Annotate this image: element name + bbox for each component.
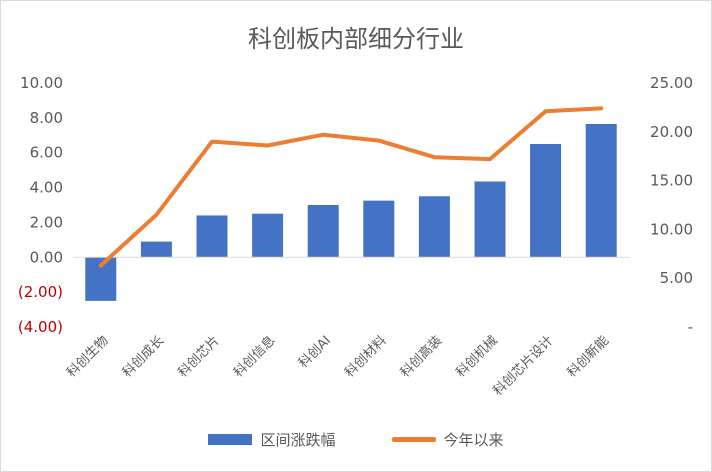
- right-axis-tick-label: 15.00: [650, 172, 693, 190]
- left-axis-tick-label: 4.00: [30, 179, 63, 197]
- bar-科创信息: [252, 213, 284, 258]
- legend-swatch-bar: [208, 434, 253, 445]
- left-axis-tick-label: 10.00: [20, 74, 63, 92]
- x-axis-tick-label: 科创信息: [230, 333, 278, 381]
- legend-item-bar: 区间涨跌幅: [208, 429, 336, 450]
- x-axis-tick-label: 科创生物: [64, 333, 111, 380]
- bar-科创芯片: [196, 215, 228, 258]
- bar-科创材料: [363, 200, 395, 258]
- x-axis-tick-label: 科创AI: [296, 333, 334, 371]
- x-axis-tick-label: 科创材料: [342, 333, 389, 380]
- line-point-科创芯片: [211, 141, 213, 143]
- bar-科创机械: [474, 181, 506, 258]
- line-point-科创芯片设计: [545, 110, 547, 112]
- x-axis-tick-label: 科创新能: [564, 333, 612, 381]
- legend-swatch-line: [391, 437, 436, 442]
- right-axis-tick-label: 5.00: [660, 269, 693, 287]
- left-axis-tick-label: 2.00: [30, 213, 63, 231]
- line-point-科创AI: [322, 134, 324, 136]
- x-axis-tick-label: 科创机械: [453, 333, 500, 380]
- x-axis-tick-label: 科创芯片: [175, 333, 222, 380]
- legend-item-line: 今年以来: [391, 429, 504, 450]
- bar-科创芯片设计: [530, 144, 562, 258]
- bar-科创成长: [140, 241, 172, 258]
- chart-title: 科创板内部细分行业: [248, 25, 464, 53]
- bar-科创新能: [585, 123, 617, 258]
- line-point-科创材料: [378, 140, 380, 142]
- line-point-科创高装: [433, 156, 435, 158]
- line-point-科创成长: [155, 214, 157, 216]
- line-point-科创机械: [489, 158, 491, 160]
- left-axis-tick-label: (2.00): [18, 283, 63, 301]
- line-series-ytd: [98, 106, 604, 268]
- right-axis-tick-label: -: [688, 318, 693, 336]
- left-axis-tick-label: (4.00): [18, 318, 63, 336]
- x-axis-tick-label: 科创成长: [120, 333, 167, 380]
- line-point-科创新能: [600, 107, 602, 109]
- left-axis-tick-label: 8.00: [30, 109, 63, 127]
- left-axis-tick-label: 0.00: [30, 248, 63, 266]
- line-point-科创生物: [100, 265, 102, 267]
- x-axis-tick-label: 科创高装: [397, 333, 445, 381]
- legend-label-bar: 区间涨跌幅: [260, 431, 336, 449]
- bar-科创AI: [307, 205, 339, 258]
- x-axis-tick-label: 科创芯片设计: [491, 333, 557, 399]
- chart-legend: 区间涨跌幅 今年以来: [1, 429, 711, 450]
- bar-科创高装: [418, 196, 450, 258]
- line-point-科创信息: [267, 144, 269, 146]
- right-axis-tick-label: 20.00: [650, 123, 693, 141]
- right-axis-tick-label: 10.00: [650, 220, 693, 238]
- left-axis-tick-label: 6.00: [30, 144, 63, 162]
- right-axis-tick-label: 25.00: [650, 74, 693, 92]
- legend-label-line: 今年以来: [443, 431, 504, 449]
